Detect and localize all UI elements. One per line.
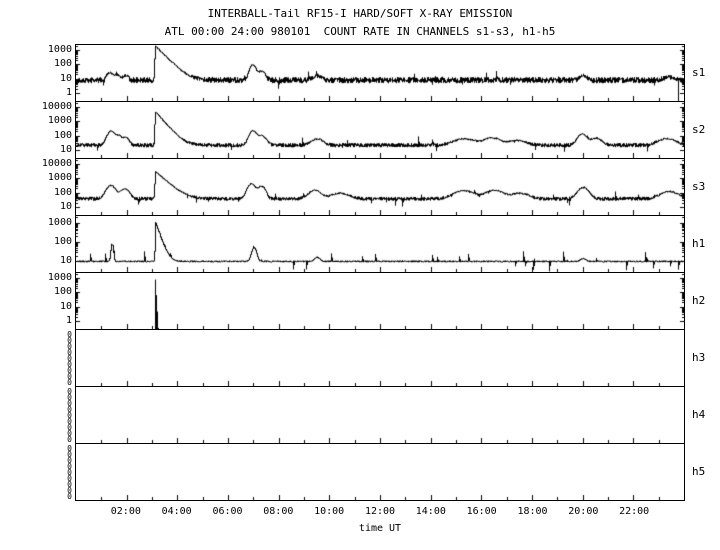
- y-tick-label-s3: 100: [53, 187, 72, 198]
- y-tick-label-s2: 10000: [41, 101, 72, 112]
- y-tick-label-h4: 0: [67, 405, 72, 414]
- trace-canvas-h5: [76, 444, 684, 500]
- y-tick-label-h1: 10: [59, 255, 72, 266]
- panel-right-label-s3: s3: [692, 180, 706, 193]
- panel-s2: [75, 101, 685, 159]
- chart-subtitle: ATL 00:00 24:00 980101 COUNT RATE IN CHA…: [164, 25, 556, 38]
- y-tick-label-h1: 1000: [47, 217, 72, 228]
- y-tick-label-h3: 0: [67, 360, 72, 369]
- y-tick-label-h2: 100: [53, 286, 72, 297]
- y-tick-label-h1: 100: [53, 236, 72, 247]
- y-tick-label-h5: 0: [67, 462, 72, 471]
- panel-right-label-s1: s1: [692, 66, 706, 79]
- y-tick-label-s3: 1000: [47, 172, 72, 183]
- y-tick-label-h4: 0: [67, 417, 72, 426]
- panel-h2: [75, 272, 685, 330]
- y-tick-label-h2: 1000: [47, 272, 72, 283]
- y-tick-label-h2: 1: [65, 315, 72, 326]
- panel-h4: [75, 386, 685, 444]
- panel-s1: [75, 44, 685, 102]
- panel-right-label-h3: h3: [692, 351, 706, 364]
- y-tick-label-h3: 0: [67, 330, 72, 339]
- panel-h3: [75, 329, 685, 387]
- x-axis-label: time UT: [358, 523, 402, 534]
- x-tick-label: 14:00: [415, 506, 446, 517]
- panel-right-label-h2: h2: [692, 294, 706, 307]
- y-tick-label-h3: 0: [67, 354, 72, 363]
- y-tick-label-s3: 10: [59, 201, 72, 212]
- y-tick-label-s3: 10000: [41, 158, 72, 169]
- y-tick-label-s2: 1000: [47, 115, 72, 126]
- x-tick-label: 12:00: [364, 506, 396, 517]
- x-tick-label: 20:00: [568, 506, 599, 517]
- y-tick-label-s1: 1000: [47, 44, 72, 55]
- panel-right-label-h5: h5: [692, 465, 706, 478]
- y-tick-label-h2: 10: [59, 301, 72, 312]
- y-tick-label-h3: 0: [67, 348, 72, 357]
- panel-h5: [75, 443, 685, 501]
- x-tick-label: 06:00: [212, 506, 243, 517]
- trace-canvas-h2: [76, 273, 684, 329]
- y-tick-label-h5: 0: [67, 450, 72, 459]
- y-tick-label-h5: 0: [67, 456, 72, 465]
- y-tick-label-h4: 0: [67, 429, 72, 438]
- y-tick-label-h4: 0: [67, 423, 72, 432]
- y-tick-label-h3: 0: [67, 372, 72, 381]
- trace-canvas-s1: [76, 45, 684, 101]
- y-tick-label-h5: 0: [67, 486, 72, 495]
- y-tick-label-h4: 0: [67, 399, 72, 408]
- panel-h1: [75, 215, 685, 273]
- y-tick-label-h5: 0: [67, 480, 72, 489]
- x-tick-label: 02:00: [110, 506, 141, 517]
- x-tick-label: 10:00: [314, 506, 345, 517]
- y-tick-label-h4: 0: [67, 393, 72, 402]
- y-tick-label-h3: 0: [67, 336, 72, 345]
- y-tick-label-h4: 0: [67, 411, 72, 420]
- y-tick-label-h3: 0: [67, 366, 72, 375]
- panel-right-label-s2: s2: [692, 123, 706, 136]
- y-tick-label-h5: 0: [67, 474, 72, 483]
- y-tick-label-s1: 10: [59, 73, 72, 84]
- trace-canvas-h4: [76, 387, 684, 443]
- y-tick-label-h4: 0: [67, 435, 72, 444]
- panel-s3: [75, 158, 685, 216]
- y-tick-label-s1: 1: [65, 87, 72, 98]
- trace-canvas-h3: [76, 330, 684, 386]
- y-tick-label-h3: 0: [67, 342, 72, 351]
- x-tick-label: 04:00: [161, 506, 192, 517]
- y-tick-label-h3: 0: [67, 378, 72, 387]
- panel-right-label-h1: h1: [692, 237, 706, 250]
- chart-title: INTERBALL-Tail RF15-I HARD/SOFT X-RAY EM…: [207, 7, 513, 20]
- y-tick-label-h4: 0: [67, 387, 72, 396]
- y-tick-label-h5: 0: [67, 444, 72, 453]
- x-tick-label: 18:00: [517, 506, 548, 517]
- panel-right-label-h4: h4: [692, 408, 706, 421]
- trace-canvas-h1: [76, 216, 684, 272]
- x-tick-label: 16:00: [466, 506, 497, 517]
- x-tick-label: 08:00: [263, 506, 294, 517]
- y-tick-label-h5: 0: [67, 492, 72, 501]
- y-tick-label-h5: 0: [67, 468, 72, 477]
- trace-canvas-s2: [76, 102, 684, 158]
- y-tick-label-s2: 10: [59, 144, 72, 155]
- y-tick-label-s2: 100: [53, 130, 72, 141]
- trace-canvas-s3: [76, 159, 684, 215]
- x-tick-label: 22:00: [619, 506, 650, 517]
- y-tick-label-s1: 100: [53, 58, 72, 69]
